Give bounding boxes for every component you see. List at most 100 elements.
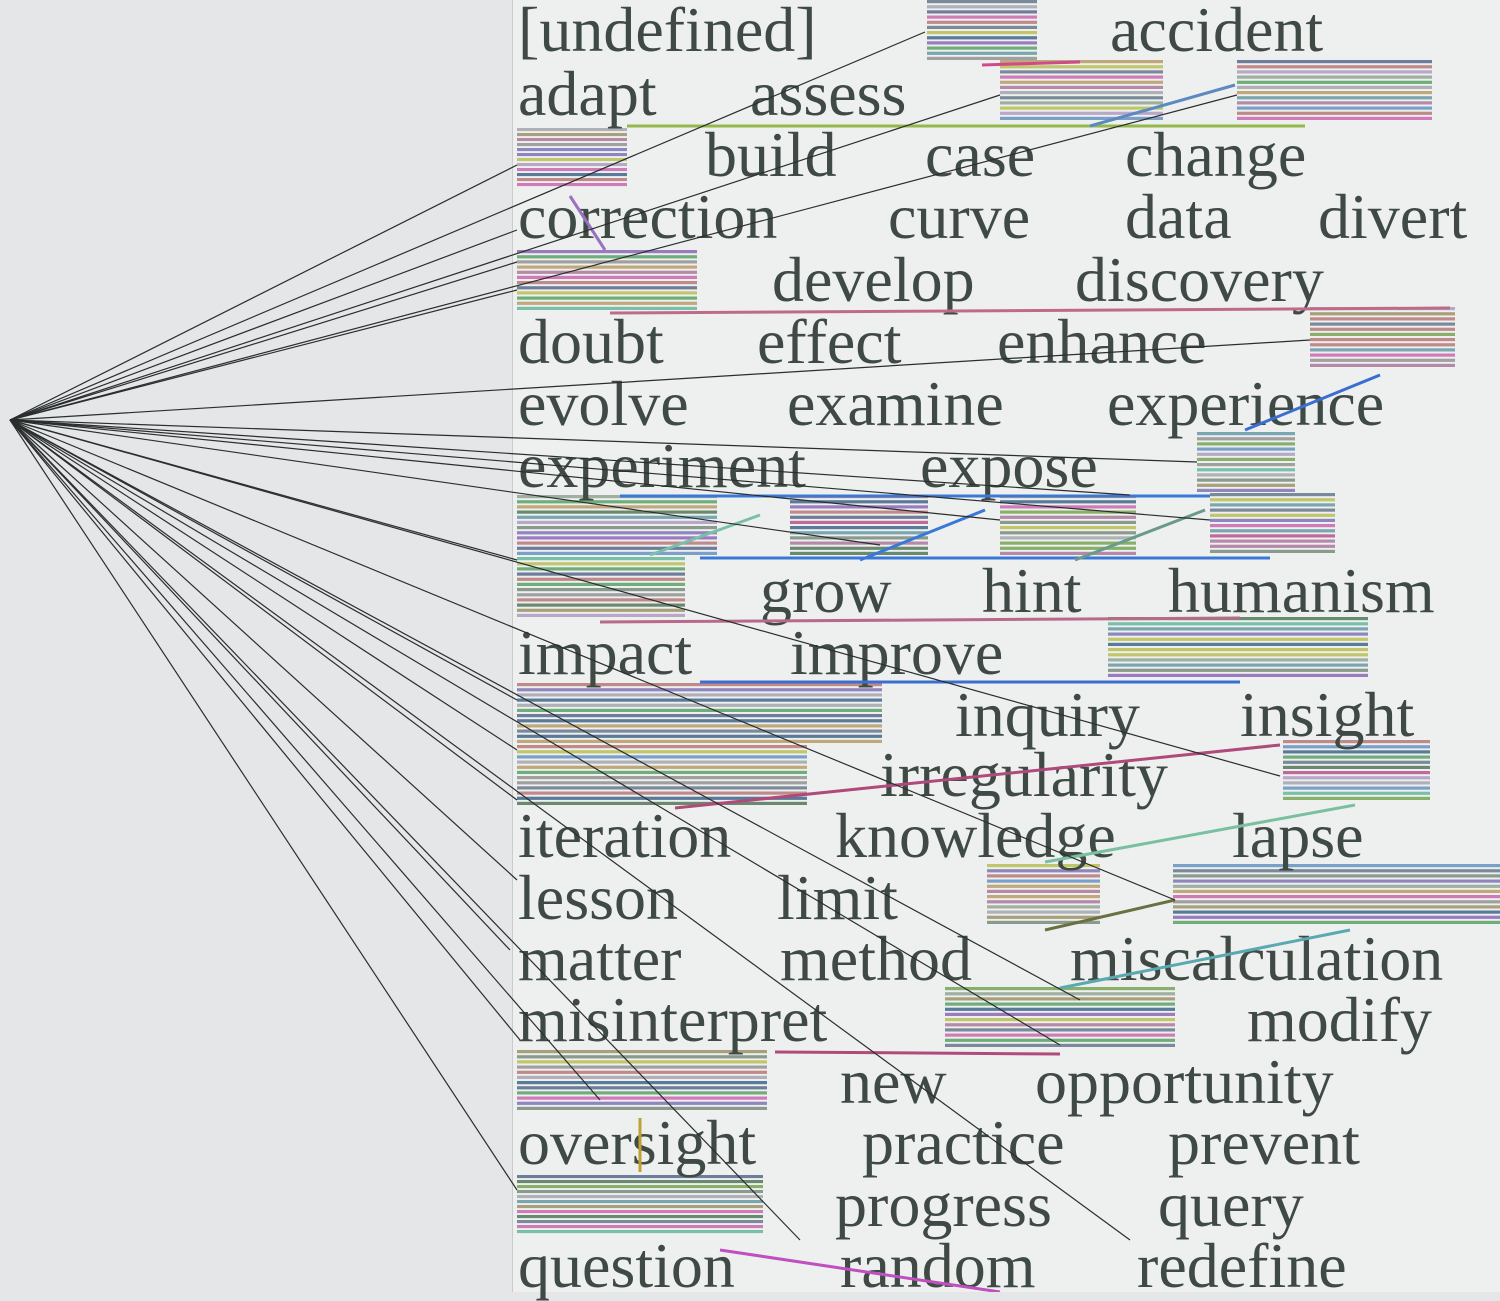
- stripe: [1000, 101, 1163, 105]
- stripe: [1210, 493, 1335, 497]
- stripe-block: [1237, 60, 1432, 120]
- stripe: [790, 520, 928, 524]
- stripe: [517, 593, 685, 597]
- fan-line: [9, 419, 518, 1191]
- stripe: [927, 25, 1037, 29]
- word-random: random: [840, 1230, 1036, 1301]
- stripe: [517, 1190, 763, 1194]
- stripe: [1237, 80, 1432, 84]
- accent-line: [674, 743, 1281, 810]
- word-case: case: [925, 119, 1036, 190]
- stripe: [927, 46, 1037, 50]
- stripe: [517, 693, 882, 697]
- fan-line: [9, 419, 1281, 777]
- stripe: [1210, 508, 1335, 512]
- word-misinterpret: misinterpret: [518, 984, 828, 1055]
- word-iteration: iteration: [518, 800, 732, 871]
- stripe: [987, 884, 1100, 888]
- word-evolve: evolve: [518, 368, 689, 439]
- word-lesson: lesson: [518, 862, 678, 933]
- stripe: [1173, 920, 1500, 924]
- stripe: [1283, 776, 1430, 780]
- word-experiment: experiment: [518, 430, 806, 501]
- fan-line: [9, 419, 518, 701]
- stripe: [927, 10, 1037, 14]
- fan-line: [9, 94, 1001, 421]
- stripe: [517, 531, 717, 535]
- stripe: [1000, 505, 1136, 509]
- stripe-block: [517, 128, 627, 187]
- word-matter: matter: [518, 923, 682, 994]
- stripe: [517, 536, 717, 540]
- stripe: [1197, 463, 1295, 467]
- fan-line: [9, 419, 1131, 1241]
- word-examine: examine: [787, 368, 1004, 439]
- stripe: [790, 515, 928, 519]
- stripe: [1108, 673, 1368, 677]
- stripe: [517, 1210, 763, 1214]
- stripe: [1173, 869, 1500, 873]
- stripe: [1197, 473, 1295, 477]
- stripe: [1283, 740, 1430, 744]
- stripe: [927, 56, 1037, 60]
- word-modify: modify: [1247, 984, 1432, 1055]
- stripe: [1108, 627, 1368, 631]
- stripe: [1310, 363, 1455, 367]
- fan-line: [9, 419, 1081, 1001]
- stripe: [517, 796, 807, 800]
- stripe: [1000, 515, 1136, 519]
- stripe: [517, 1180, 763, 1184]
- word-opportunity: opportunity: [1035, 1046, 1334, 1117]
- stripe-block: [927, 0, 1037, 60]
- stripe: [945, 1007, 1175, 1011]
- stripe: [1237, 96, 1432, 100]
- stripe: [1000, 526, 1136, 530]
- stripe: [1108, 632, 1368, 636]
- stripe: [1210, 539, 1335, 543]
- word-adapt: adapt: [518, 58, 657, 129]
- stripe: [790, 536, 928, 540]
- stripe: [517, 128, 627, 132]
- stripe: [1000, 111, 1163, 115]
- stripe: [1237, 116, 1432, 120]
- stripe: [517, 168, 627, 172]
- stripe: [1108, 663, 1368, 667]
- fan-line: [9, 419, 801, 1241]
- accent-line: [1044, 898, 1176, 932]
- stripe: [987, 905, 1100, 909]
- stripe: [927, 15, 1037, 19]
- word-develop: develop: [772, 244, 975, 315]
- stripe: [517, 688, 882, 692]
- stripe: [1283, 755, 1430, 759]
- stripe: [517, 158, 627, 162]
- fan-line: [9, 289, 518, 421]
- word-miscalculation: miscalculation: [1070, 923, 1444, 994]
- stripe-block: [790, 495, 928, 555]
- accent-line: [859, 508, 986, 562]
- stripe: [517, 608, 685, 612]
- stripe: [1310, 312, 1455, 316]
- fan-line: [9, 164, 518, 421]
- stripe: [517, 708, 882, 712]
- stripe: [517, 577, 685, 581]
- stripe: [517, 683, 882, 687]
- stripe: [517, 1070, 767, 1074]
- stripe: [987, 879, 1100, 883]
- word-humanism: humanism: [1168, 555, 1435, 626]
- stripe: [517, 153, 627, 157]
- stripe: [1000, 91, 1163, 95]
- accent-line: [1044, 803, 1356, 864]
- stripe: [790, 546, 928, 550]
- stripe: [517, 703, 882, 707]
- fan-line: [9, 419, 518, 751]
- stripe: [517, 1060, 767, 1064]
- stripe-block: [1210, 493, 1335, 553]
- stripe: [517, 598, 685, 602]
- stripe: [517, 698, 882, 702]
- accent-line: [719, 1248, 1001, 1292]
- accent-line: [981, 60, 1081, 67]
- stripe: [1210, 534, 1335, 538]
- stripe: [1000, 520, 1136, 524]
- stripe: [517, 1091, 767, 1095]
- fan-line: [9, 419, 518, 881]
